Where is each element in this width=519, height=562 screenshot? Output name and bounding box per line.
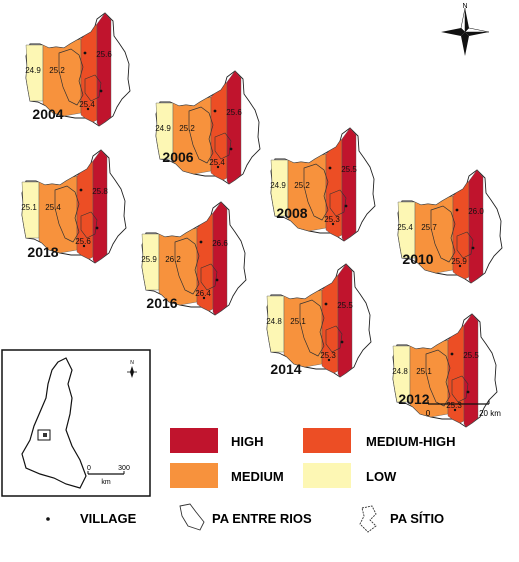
value-label-medium: 25.7 xyxy=(421,223,437,232)
value-label-medium: 26.2 xyxy=(165,255,181,264)
value-label-low: 25.1 xyxy=(21,203,37,212)
compass-rose-icon: N xyxy=(441,3,490,56)
legend-label-pa-entre-rios: PA ENTRE RIOS xyxy=(212,511,312,526)
village-symbol xyxy=(46,517,50,521)
year-label: 2018 xyxy=(27,244,58,260)
value-label-medium: 25.1 xyxy=(416,367,432,376)
year-maps: 24.9 25.2 25.4 25.6 2004 24.9 25.2 25.4 25.6 2006… xyxy=(21,12,503,428)
pa-entre-rios-symbol xyxy=(179,503,205,531)
inset-map: N 0 300 km xyxy=(1,349,151,497)
value-label-low: 24.8 xyxy=(266,317,282,326)
value-label-medium-high: 25.9 xyxy=(451,257,467,266)
legend: HIGH MEDIUM-HIGH MEDIUM LOW VILLAGE PA E… xyxy=(46,428,456,533)
value-label-high: 26.0 xyxy=(468,207,484,216)
year-label: 2014 xyxy=(270,361,301,377)
value-label-high: 25.6 xyxy=(226,108,242,117)
map-panel-2012: 24.8 25.1 25.3 25.5 2012 xyxy=(392,313,498,428)
inset-north-arrow-icon: N xyxy=(127,360,137,378)
inset-scale-end: 300 xyxy=(118,465,130,472)
map-panel-2004: 24.9 25.2 25.4 25.6 2004 xyxy=(25,12,131,127)
year-label: 2010 xyxy=(402,251,433,267)
year-label: 2006 xyxy=(162,149,193,165)
legend-label-village: VILLAGE xyxy=(80,511,137,526)
legend-swatch-medium-high xyxy=(303,428,351,453)
year-label: 2004 xyxy=(32,106,63,122)
legend-swatch-medium xyxy=(170,463,218,488)
map-panel-2006: 24.9 25.2 25.4 25.6 2006 xyxy=(155,70,261,185)
value-label-medium-high: 25.3 xyxy=(446,401,462,410)
value-label-medium: 25.2 xyxy=(49,66,65,75)
value-label-high: 25.5 xyxy=(341,165,357,174)
value-label-low: 24.9 xyxy=(155,124,171,133)
legend-swatch-low xyxy=(303,463,351,488)
value-label-medium-high: 25.3 xyxy=(320,351,336,360)
scale-bar: 0 20 km xyxy=(426,400,501,418)
map-panel-2016: 25.9 26.2 26.4 26.6 2016 xyxy=(141,201,247,316)
value-label-medium-high: 26.4 xyxy=(195,289,211,298)
map-panel-2008: 24.9 25.2 25.3 25.5 2008 xyxy=(270,127,376,242)
pa-sitio-symbol xyxy=(359,505,377,533)
value-label-medium: 25.1 xyxy=(290,317,306,326)
inset-north-label: N xyxy=(130,360,134,366)
scale-start-label: 0 xyxy=(426,409,431,418)
value-label-medium-high: 25.6 xyxy=(75,237,91,246)
value-label-medium-high: 25.4 xyxy=(79,100,95,109)
inset-scale-start: 0 xyxy=(87,465,91,472)
legend-label-medium: MEDIUM xyxy=(231,469,284,484)
value-label-high: 26.6 xyxy=(212,239,228,248)
region-map xyxy=(155,70,261,185)
map-panel-2014: 24.8 25.1 25.3 25.5 2014 xyxy=(266,263,372,378)
value-label-high: 25.6 xyxy=(96,50,112,59)
state-outline xyxy=(21,357,87,489)
scale-end-label: 20 km xyxy=(479,409,501,418)
year-label: 2016 xyxy=(146,295,177,311)
map-panel-2010: 25.4 25.7 25.9 26.0 2010 xyxy=(397,169,503,284)
value-label-medium: 25.2 xyxy=(179,124,195,133)
legend-label-medium-high: MEDIUM-HIGH xyxy=(366,434,456,449)
legend-label-high: HIGH xyxy=(231,434,264,449)
value-label-low: 24.9 xyxy=(25,66,41,75)
value-label-low: 24.9 xyxy=(270,181,286,190)
value-label-medium-high: 25.4 xyxy=(209,158,225,167)
legend-label-low: LOW xyxy=(366,469,397,484)
region-map xyxy=(270,127,376,242)
inset-scale-unit: km xyxy=(101,479,111,486)
north-label: N xyxy=(462,3,467,10)
year-label: 2008 xyxy=(276,205,307,221)
year-label: 2012 xyxy=(398,391,429,407)
value-label-low: 25.4 xyxy=(397,223,413,232)
value-label-low: 24.8 xyxy=(392,367,408,376)
legend-swatch-high xyxy=(170,428,218,453)
value-label-medium: 25.2 xyxy=(294,181,310,190)
value-label-high: 25.5 xyxy=(463,351,479,360)
value-label-low: 25.9 xyxy=(141,255,157,264)
legend-label-pa-sitio: PA SÍTIO xyxy=(390,511,444,526)
value-label-high: 25.5 xyxy=(337,301,353,310)
value-label-high: 25.8 xyxy=(92,187,108,196)
map-panel-2018: 25.1 25.4 25.6 25.8 2018 xyxy=(21,149,127,264)
value-label-medium-high: 25.3 xyxy=(324,215,340,224)
value-label-medium: 25.4 xyxy=(45,203,61,212)
